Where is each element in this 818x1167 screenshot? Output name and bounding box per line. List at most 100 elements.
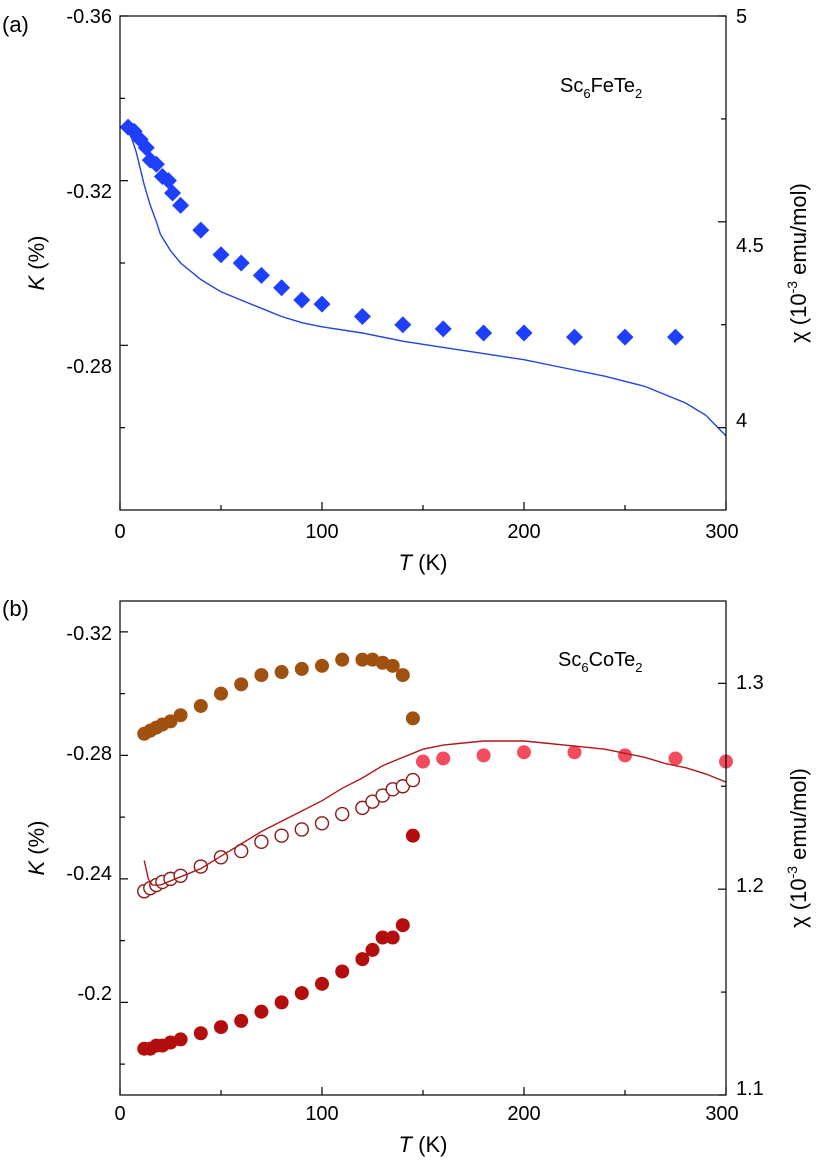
panel-a-ylabel-right: χ (10-3 emu/mol) [784,183,811,343]
panel-a-data-point [252,266,270,284]
panel-a-data-point [212,246,230,264]
panel-a-data-point [172,196,190,214]
panel-b-ytick-label-right: 1.1 [736,1078,764,1100]
panel-b-data-point [274,995,289,1010]
panel-b-data-point [294,822,309,837]
panel-b-ytick-label-left: -0.24 [66,863,112,885]
panel-b-ytick-labels-right: 1.3 1.2 1.1 [736,672,764,1100]
panel-b-series-chi [143,740,727,886]
panel-a-ytick-label-right: 5 [736,6,747,28]
panel-b-data-point [163,714,178,729]
panel-b-data-point [517,745,531,760]
panel-b-data-point [335,964,350,979]
panel-b-data-point [254,834,269,850]
panel-b-data-point [395,668,410,683]
panel-b-ytick-label-left: -0.32 [66,623,112,645]
panel-b-series-k-high-t [416,745,733,769]
panel-b-data-point [335,652,350,667]
panel-a-xtick-labels: 0 100 200 300 [114,521,738,543]
panel-a-xtick-label: 300 [705,521,738,543]
panel-b-chi-line [143,740,727,886]
panel-b-data-point [355,652,370,667]
panel-b: (b) 0 100 200 300 -0.32 -0.28 -0.24 -0.2… [2,596,811,1157]
panel-b-ytick-label-right: 1.2 [736,875,764,897]
panel-a-xtick-label: 0 [114,521,125,543]
panel-b-data-point [193,698,208,713]
panel-b-data-point [395,918,410,933]
panel-b-data-point [214,686,228,701]
panel-b-label: (b) [2,596,29,621]
panel-b-data-point [254,1004,269,1019]
panel-a-data-point [394,316,412,334]
panel-b-data-point [618,748,632,763]
panel-b-data-point [436,751,451,766]
panel-b-data-point [214,1020,228,1035]
panel-a-data-point [273,279,291,297]
panel-b-xtick-label: 0 [114,1103,125,1125]
panel-a: (a) 0 100 200 300 -0.36 -0.32 -0.28 5 4.… [2,6,811,575]
panel-b-data-point [668,751,683,766]
panel-b-xtick-label: 100 [305,1103,338,1125]
panel-b-data-point [294,661,309,676]
panel-a-data-point [164,184,182,202]
panel-b-compound-label: Sc6CoTe2 [558,649,643,675]
panel-b-data-point [355,952,370,967]
panel-a-data-point [313,295,331,313]
panel-a-xlabel: T (K) [399,550,448,575]
panel-a-ytick-label-right: 4.5 [736,235,764,257]
panel-b-ticks [119,631,727,1096]
panel-b-data-point [365,942,380,957]
panel-b-data-point [193,1026,208,1041]
panel-b-xlabel: T (K) [399,1132,448,1157]
panel-b-xtick-label: 300 [705,1103,738,1125]
panel-b-data-point [234,677,249,692]
panel-b-data-point [294,986,309,1001]
panel-b-data-point [254,668,269,683]
panel-a-plot-area [119,118,727,437]
panel-b-ytick-label-right: 1.3 [736,672,764,694]
panel-b-data-point [385,658,400,673]
panel-a-ytick-label-right: 4 [736,410,747,432]
panel-a-ytick-label-left: -0.36 [66,6,112,28]
panel-b-xtick-labels: 0 100 200 300 [114,1103,738,1125]
panel-b-xtick-label: 200 [507,1103,540,1125]
panel-a-ylabel-left: K (%) [24,235,49,290]
panel-a-xtick-label: 200 [507,521,540,543]
panel-b-data-point [314,816,330,831]
panel-a-data-point [147,155,165,173]
panel-b-data-point [405,772,421,788]
panel-b-data-point [405,711,420,726]
panel-b-data-point [173,1032,188,1047]
panel-b-data-point [234,1013,249,1028]
panel-b-ylabel-right: χ (10-3 emu/mol) [784,768,811,928]
panel-b-ytick-label-left: -0.2 [78,983,112,1005]
panel-a-data-point [434,320,452,338]
panel-b-series-k-upper [137,652,420,741]
panel-a-data-point [616,328,634,346]
panel-b-data-point [375,930,390,945]
panel-b-frame [119,600,727,1096]
panel-a-data-point [232,254,250,272]
panel-a-ytick-label-left: -0.32 [66,181,112,203]
panel-a-ytick-labels-right: 5 4.5 4 [736,6,764,432]
panel-b-data-point [274,665,289,680]
panel-b-series-k-middle [137,772,421,899]
panel-b-series-k-lower [137,828,420,1056]
panel-b-data-point [315,976,329,991]
panel-a-ticks [119,15,727,510]
panel-a-data-point [293,291,311,309]
panel-b-data-point [173,708,188,723]
panel-b-ytick-label-left: -0.28 [66,743,112,765]
panel-b-data-point [416,754,430,769]
panel-b-data-point [315,658,329,673]
panel-b-data-point [567,745,582,760]
panel-b-ytick-labels-left: -0.32 -0.28 -0.24 -0.2 [66,623,112,1005]
panel-b-data-point [335,806,350,822]
panel-a-label: (a) [2,12,29,37]
panel-a-data-point [192,221,210,239]
panel-a-series-k [119,118,684,346]
panel-a-data-point [667,328,684,346]
panel-b-data-point [405,828,420,843]
panel-a-data-point [475,324,493,342]
